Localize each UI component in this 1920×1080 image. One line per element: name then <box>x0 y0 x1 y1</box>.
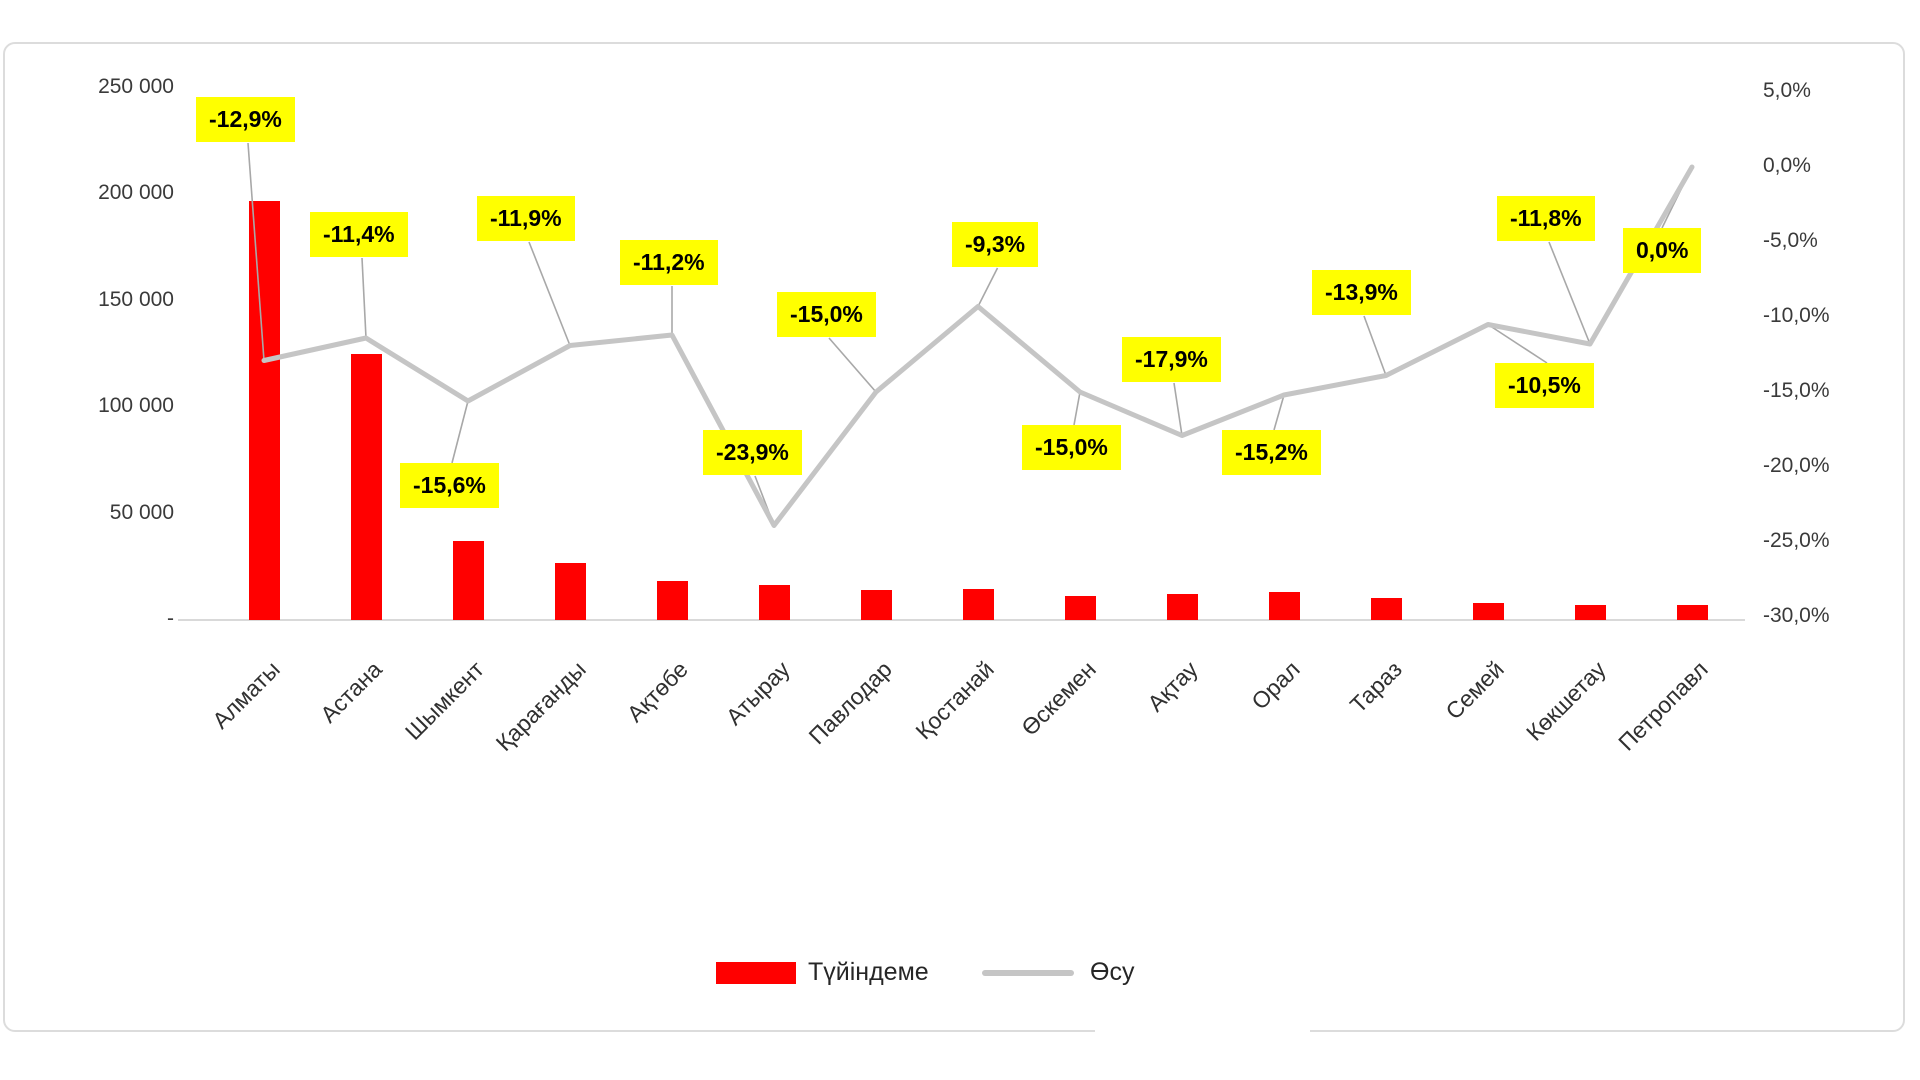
growth-label-Петропавл[interactable]: 0,0% <box>1623 228 1702 273</box>
left-axis-tick: 250 000 <box>98 75 174 98</box>
growth-label-Көкшетау[interactable]: -11,8% <box>1497 196 1595 241</box>
bar-Семей[interactable] <box>1472 602 1504 620</box>
left-axis-tick: 100 000 <box>98 394 174 418</box>
right-axis-tick: -30,0% <box>1763 604 1830 627</box>
growth-label-Қостанай[interactable]: -9,3% <box>952 222 1039 267</box>
leader-line <box>528 241 571 346</box>
left-axis-tick: 200 000 <box>98 181 174 205</box>
bar-Павлодар[interactable] <box>860 590 892 620</box>
growth-label-Семей[interactable]: -10,5% <box>1495 363 1594 408</box>
growth-label-Ақтөбе[interactable]: -11,2% <box>620 240 718 285</box>
legend-line-label: Өсу <box>1090 958 1135 986</box>
legend-bar-swatch <box>716 961 796 984</box>
leader-line <box>1363 315 1387 376</box>
growth-line[interactable] <box>261 164 1695 528</box>
growth-label-Қарағанды[interactable]: -11,9% <box>477 196 575 241</box>
bar-Орал[interactable] <box>1268 592 1300 620</box>
bar-Қарағанды[interactable] <box>554 562 586 620</box>
leader-line <box>1073 391 1081 426</box>
bar-Атырау[interactable] <box>758 584 790 620</box>
x-axis-line <box>178 619 1745 621</box>
leader-line <box>1487 323 1548 364</box>
right-axis-tick: 5,0% <box>1763 79 1811 102</box>
frame-gap-decoration <box>1095 1020 1310 1036</box>
leader-line <box>828 337 877 393</box>
leader-line <box>977 267 999 307</box>
leader-line <box>1548 241 1591 345</box>
leader-line <box>1173 382 1183 436</box>
bar-Ақтау[interactable] <box>1166 594 1198 620</box>
growth-label-Ақтау[interactable]: -17,9% <box>1122 337 1221 382</box>
right-axis-tick: -15,0% <box>1763 379 1830 402</box>
right-axis-tick: -5,0% <box>1763 229 1818 252</box>
right-axis-tick: -10,0% <box>1763 304 1830 327</box>
left-axis-tick: 150 000 <box>98 287 174 311</box>
leader-line <box>451 400 469 464</box>
left-axis-tick: - <box>167 607 174 630</box>
growth-label-Алматы[interactable]: -12,9% <box>196 97 295 142</box>
right-axis-tick: -20,0% <box>1763 454 1830 477</box>
right-axis-tick: -25,0% <box>1763 529 1830 552</box>
legend: Түйіндеме Өсу <box>0 952 1920 1002</box>
legend-line-swatch <box>982 969 1074 976</box>
bar-Алматы[interactable] <box>248 200 280 620</box>
growth-label-Тараз[interactable]: -13,9% <box>1312 270 1411 315</box>
legend-item-line[interactable]: Өсу <box>982 958 1134 987</box>
left-axis-tick: 50 000 <box>109 500 174 524</box>
bar-Тараз[interactable] <box>1370 597 1402 620</box>
bar-Қостанай[interactable] <box>962 589 994 620</box>
leader-line <box>247 142 265 361</box>
growth-label-Шымкент[interactable]: -15,6% <box>400 463 499 508</box>
growth-label-Орал[interactable]: -15,2% <box>1222 430 1321 475</box>
leader-line <box>361 257 367 339</box>
bar-Шымкент[interactable] <box>452 541 484 620</box>
legend-item-bar[interactable]: Түйіндеме <box>716 958 929 987</box>
leader-line <box>1273 394 1285 431</box>
bar-Астана[interactable] <box>350 354 382 620</box>
bar-Ақтөбе[interactable] <box>656 580 688 620</box>
growth-label-Өскемен[interactable]: -15,0% <box>1022 425 1121 470</box>
growth-label-Атырау[interactable]: -23,9% <box>703 430 802 475</box>
legend-bar-label: Түйіндеме <box>808 958 929 986</box>
bar-Петропавл[interactable] <box>1676 605 1708 620</box>
right-axis-tick: 0,0% <box>1763 154 1811 177</box>
bar-Көкшетау[interactable] <box>1574 605 1606 620</box>
growth-label-Астана[interactable]: -11,4% <box>310 212 408 257</box>
bar-Өскемен[interactable] <box>1064 595 1096 620</box>
growth-label-Павлодар[interactable]: -15,0% <box>777 292 876 337</box>
